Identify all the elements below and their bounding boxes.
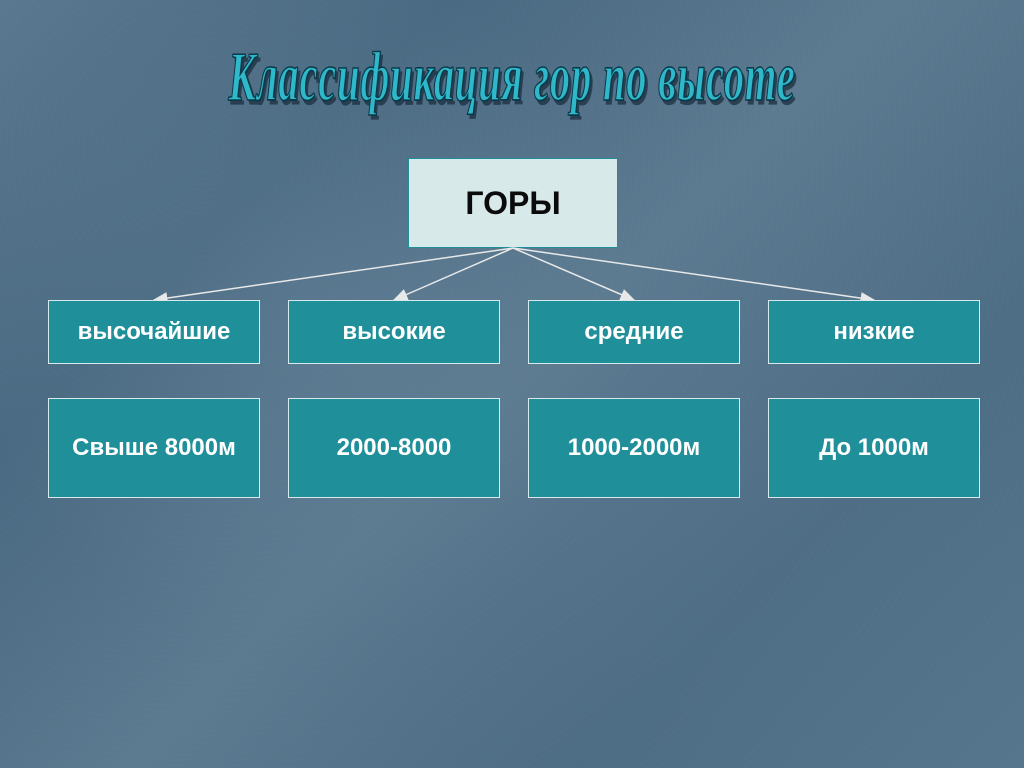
slide-title-front: Классификация гор по высоте bbox=[229, 39, 796, 116]
range-node: 2000-8000 bbox=[288, 398, 500, 498]
range-label: Свыше 8000м bbox=[72, 434, 236, 462]
range-node: Свыше 8000м bbox=[48, 398, 260, 498]
slide-title: Классификация гор по высоте Классификаци… bbox=[229, 38, 796, 118]
category-node: низкие bbox=[768, 300, 980, 364]
category-label: высочайшие bbox=[78, 318, 231, 346]
root-node-label: ГОРЫ bbox=[465, 185, 560, 222]
category-label: низкие bbox=[833, 318, 914, 346]
range-label: До 1000м bbox=[819, 434, 929, 462]
category-label: средние bbox=[584, 318, 683, 346]
category-node: средние bbox=[528, 300, 740, 364]
root-node: ГОРЫ bbox=[408, 158, 618, 248]
range-node: До 1000м bbox=[768, 398, 980, 498]
category-node: высочайшие bbox=[48, 300, 260, 364]
category-label: высокие bbox=[342, 318, 445, 346]
category-node: высокие bbox=[288, 300, 500, 364]
range-node: 1000-2000м bbox=[528, 398, 740, 498]
range-label: 1000-2000м bbox=[568, 434, 701, 462]
range-label: 2000-8000 bbox=[337, 434, 452, 462]
